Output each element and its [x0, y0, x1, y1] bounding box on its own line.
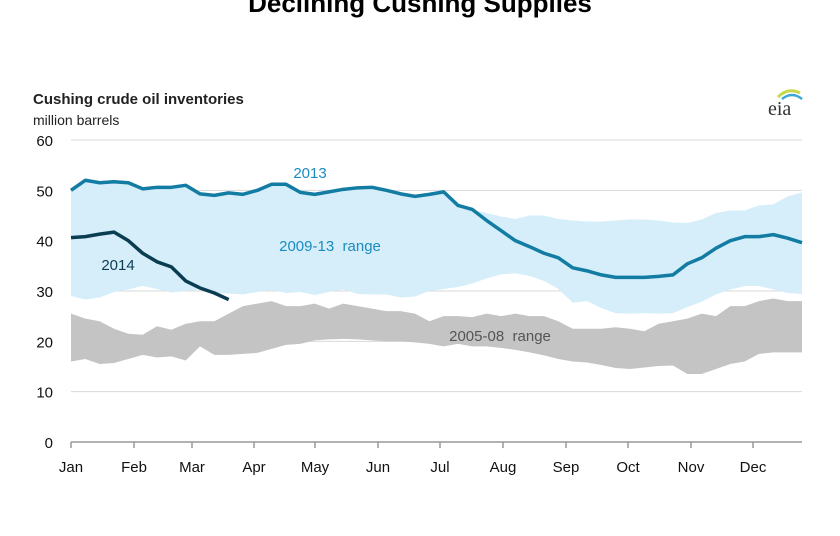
- label-2013: 2013: [293, 165, 326, 182]
- x-tick-label: Jan: [59, 459, 83, 476]
- x-tick-label: Feb: [121, 459, 147, 476]
- y-tick-label: 20: [36, 334, 53, 351]
- label-2005-08-range: 2005-08 range: [449, 328, 551, 345]
- x-tick-label: Nov: [678, 459, 705, 476]
- x-tick-label: May: [301, 459, 330, 476]
- y-tick-label: 0: [45, 435, 53, 452]
- x-tick-label: Jun: [366, 459, 390, 476]
- y-tick-label: 50: [36, 183, 53, 200]
- series-line-2013: [69, 178, 803, 280]
- chart-title: Cushing crude oil inventories: [33, 91, 244, 108]
- x-tick-label: Jul: [430, 459, 449, 476]
- page-title: Declining Cushing Supplies: [248, 0, 592, 18]
- label-2014: 2014: [101, 257, 134, 274]
- label-2009-13-range: 2009-13 range: [279, 238, 381, 255]
- svg-text:eia: eia: [768, 98, 791, 120]
- x-tick-label: Dec: [740, 459, 767, 476]
- range-band-2009-13: [71, 180, 802, 314]
- x-tick-label: Oct: [616, 459, 640, 476]
- series-line-2014: [70, 230, 230, 302]
- x-tick-label: Sep: [553, 459, 580, 476]
- range-band-2005-08: [71, 298, 802, 375]
- y-tick-label: 10: [36, 385, 53, 402]
- y-tick-label: 60: [36, 133, 53, 150]
- y-tick-label: 40: [36, 234, 53, 251]
- x-tick-label: Aug: [490, 459, 517, 476]
- x-tick-label: Mar: [179, 459, 205, 476]
- x-tick-label: Apr: [242, 459, 265, 476]
- y-tick-label: 30: [36, 284, 53, 301]
- eia-logo: eia: [766, 87, 806, 126]
- y-axis-label: million barrels: [33, 112, 120, 128]
